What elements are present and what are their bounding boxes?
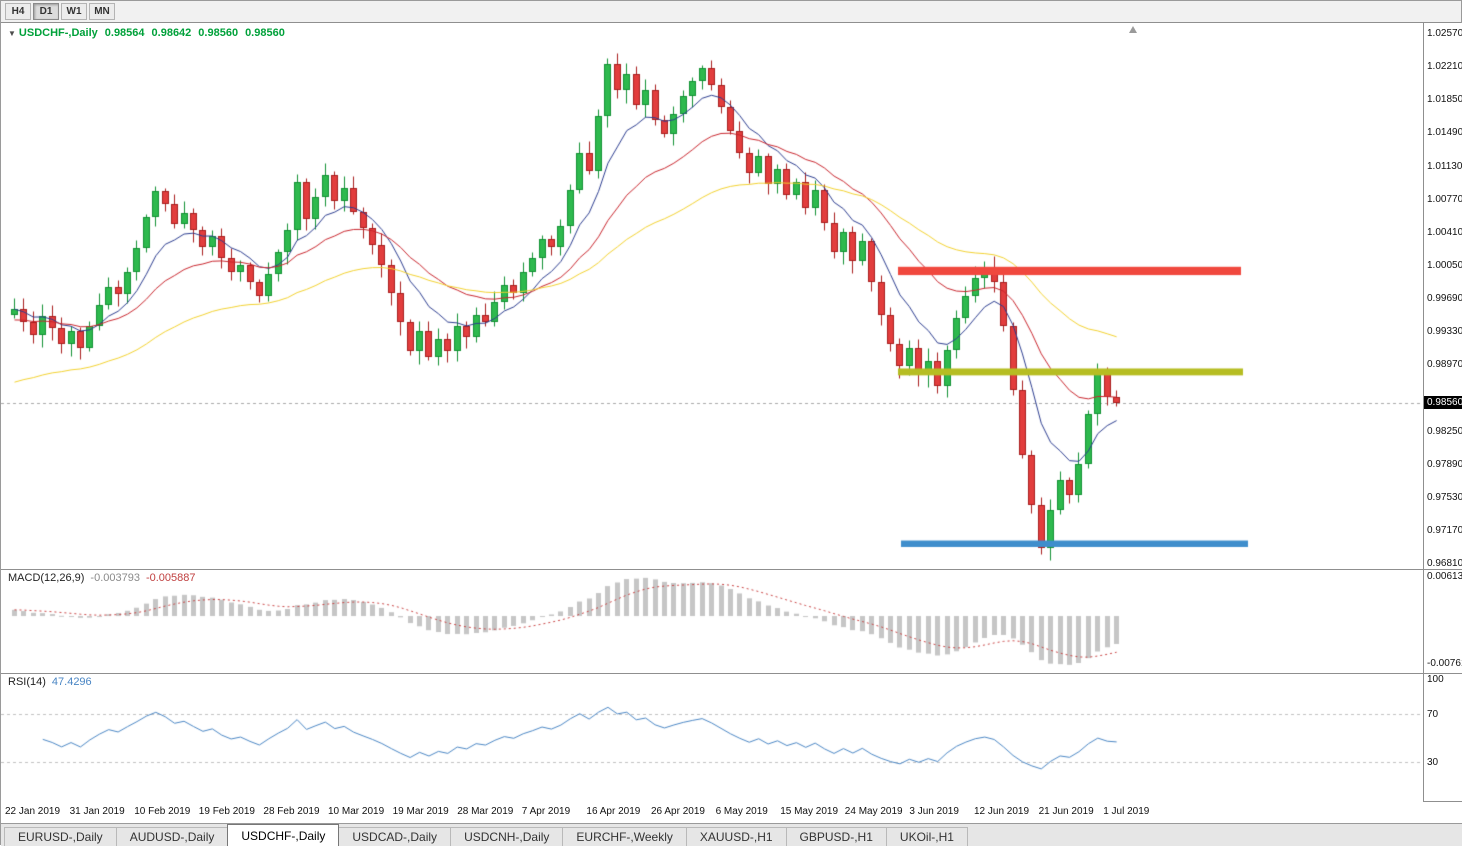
- chart-tab-bar: EURUSD-,Daily AUDUSD-,Daily USDCHF-,Daily U…: [1, 823, 1462, 846]
- macd-main-value: -0.003793: [90, 572, 140, 584]
- date-axis-label: 19 Mar 2019: [392, 806, 449, 817]
- price-axis-label: 0.98970: [1427, 359, 1462, 371]
- chart-shift-marker-icon: [1129, 26, 1137, 33]
- pane-separator[interactable]: [1, 569, 1462, 570]
- price-axis-label: 1.01130: [1427, 160, 1462, 172]
- macd-title: MACD(12,26,9): [8, 572, 85, 584]
- date-axis-label: 26 Apr 2019: [651, 806, 705, 817]
- rsi-axis-label: 30: [1427, 756, 1439, 768]
- rsi-canvas[interactable]: [1, 673, 1423, 801]
- price-axis-label: 0.96810: [1427, 558, 1462, 569]
- date-axis-label: 28 Mar 2019: [457, 806, 514, 817]
- chart-tab-eurchf-weekly[interactable]: EURCHF-,Weekly: [562, 827, 687, 846]
- price-axis-label: 0.97890: [1427, 458, 1462, 470]
- price-chart-canvas[interactable]: [1, 23, 1423, 569]
- price-axis-label: 1.01850: [1427, 94, 1462, 106]
- date-axis-label: 15 May 2019: [780, 806, 839, 817]
- current-price-tag: 0.98560: [1424, 396, 1462, 410]
- date-axis-label: 28 Feb 2019: [263, 806, 320, 817]
- date-axis-label: 24 May 2019: [844, 806, 903, 817]
- chart-tab-eurusd-daily[interactable]: EURUSD-,Daily: [4, 827, 117, 846]
- date-axis-label: 10 Mar 2019: [328, 806, 385, 817]
- date-axis[interactable]: 22 Jan 2019 31 Jan 2019 10 Feb 2019 19 Feb …: [1, 801, 1423, 823]
- timeframe-button-d1[interactable]: D1: [33, 3, 59, 20]
- high-value: 0.98642: [151, 27, 192, 39]
- price-axis-label: 1.01490: [1427, 127, 1462, 139]
- price-axis-label: 0.97170: [1427, 524, 1462, 536]
- price-axis-label: 1.00410: [1427, 226, 1462, 238]
- chart-tab-audusd-daily[interactable]: AUDUSD-,Daily: [115, 827, 229, 846]
- rsi-title: RSI(14): [8, 676, 46, 688]
- macd-indicator-label: MACD(12,26,9) -0.003793 -0.005887: [8, 572, 196, 584]
- timeframe-button-h4[interactable]: H4: [5, 3, 31, 20]
- price-axis-label: 1.02570: [1427, 28, 1462, 39]
- chart-tab-xauusd-h1[interactable]: XAUUSD-,H1: [685, 827, 787, 846]
- price-axis-label: 0.99330: [1427, 326, 1462, 338]
- rsi-value: 47.4296: [51, 676, 92, 688]
- chart-tab-ukoil-h1[interactable]: UKOil-,H1: [885, 827, 968, 846]
- symbol-ohlc-label: ▼ USDCHF-,Daily 0.98564 0.98642 0.98560 0.985…: [8, 27, 285, 39]
- rsi-axis-label: 100: [1427, 674, 1444, 685]
- timeframe-button-mn[interactable]: MN: [89, 3, 115, 20]
- date-axis-label: 16 Apr 2019: [586, 806, 641, 817]
- chart-tab-usdcnh-daily[interactable]: USDCNH-,Daily: [450, 827, 564, 846]
- date-axis-label: 7 Apr 2019: [521, 806, 571, 817]
- pane-separator[interactable]: [1, 673, 1462, 674]
- date-axis-label: 12 Jun 2019: [974, 806, 1030, 817]
- date-axis-label: 21 Jun 2019: [1038, 806, 1094, 817]
- date-axis-label: 3 Jun 2019: [909, 806, 959, 817]
- open-value: 0.98564: [104, 27, 145, 39]
- chart-tab-gbpusd-h1[interactable]: GBPUSD-,H1: [785, 827, 887, 846]
- chart-tab-usdchf-daily[interactable]: USDCHF-,Daily: [227, 824, 340, 846]
- timeframe-toolbar: H4 D1 W1 MN: [1, 1, 1461, 23]
- date-axis-label: 31 Jan 2019: [69, 806, 125, 817]
- price-axis-label: 0.99690: [1427, 293, 1462, 304]
- macd-canvas[interactable]: [1, 569, 1423, 673]
- macd-axis-max: 0.00613: [1427, 571, 1462, 582]
- rsi-axis-label: 70: [1427, 709, 1439, 721]
- price-scale[interactable]: 0.98560 1.02570 1.02210 1.01850 1.01490 1.01…: [1423, 23, 1462, 801]
- rsi-indicator-label: RSI(14) 47.4296: [8, 676, 92, 688]
- date-axis-label: 1 Jul 2019: [1103, 806, 1150, 817]
- price-axis-label: 1.00770: [1427, 193, 1462, 205]
- price-axis-label: 1.00050: [1427, 259, 1462, 271]
- macd-signal-value: -0.005887: [145, 572, 196, 584]
- symbol-name: USDCHF-,Daily: [18, 27, 98, 39]
- chart-tab-usdcad-daily[interactable]: USDCAD-,Daily: [338, 827, 452, 846]
- date-axis-label: 6 May 2019: [715, 806, 768, 817]
- date-axis-label: 19 Feb 2019: [198, 806, 255, 817]
- date-axis-label: 10 Feb 2019: [134, 806, 191, 817]
- date-axis-label: 22 Jan 2019: [5, 806, 61, 817]
- price-axis-label: 0.98250: [1427, 425, 1462, 437]
- price-axis-label: 1.02210: [1427, 61, 1462, 73]
- symbol-dropdown-icon[interactable]: ▼: [8, 29, 16, 38]
- low-value: 0.98560: [198, 27, 239, 39]
- chart-window: ▼ USDCHF-,Daily 0.98564 0.98642 0.98560 0.985…: [1, 23, 1462, 846]
- timeframe-button-w1[interactable]: W1: [61, 3, 87, 20]
- close-value: 0.98560: [245, 27, 285, 39]
- price-axis-label: 0.97530: [1427, 491, 1462, 503]
